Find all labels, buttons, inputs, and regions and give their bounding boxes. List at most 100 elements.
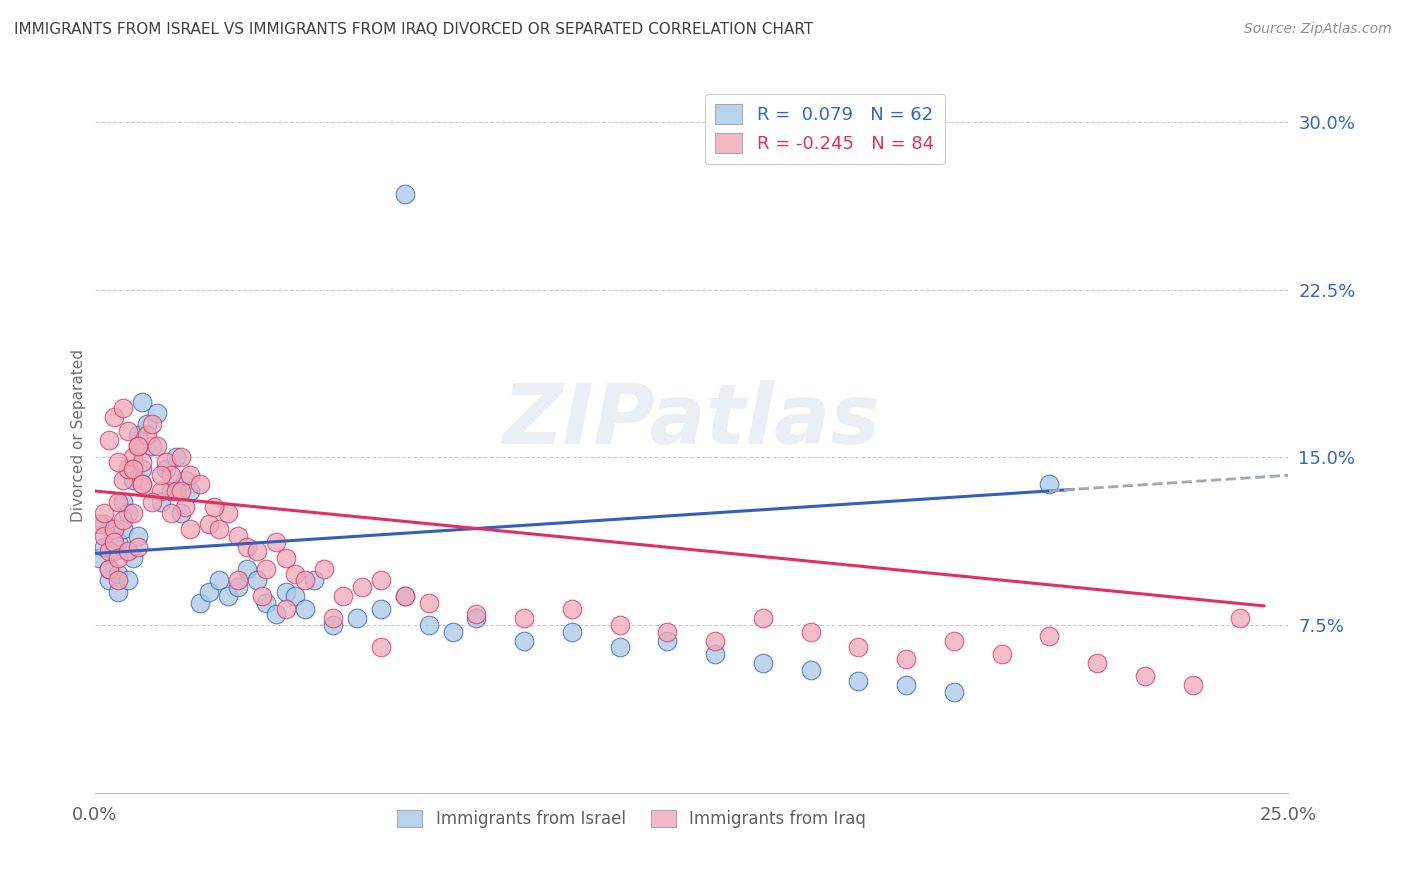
Point [160, 483, 183, 498]
Point [1229, 611, 1251, 625]
Point [1181, 678, 1204, 692]
Point [188, 596, 211, 610]
Point [264, 607, 287, 621]
Point [107, 455, 129, 469]
Point [208, 522, 231, 536]
Legend: Immigrants from Israel, Immigrants from Iraq: Immigrants from Israel, Immigrants from … [391, 803, 873, 834]
Point [274, 584, 297, 599]
Point [136, 417, 159, 431]
Point [350, 580, 373, 594]
Point [894, 678, 917, 692]
Point [112, 513, 135, 527]
Point [800, 624, 823, 639]
Point [93, 517, 115, 532]
Point [208, 574, 231, 588]
Point [160, 506, 183, 520]
Point [370, 602, 392, 616]
Point [103, 535, 125, 549]
Point [322, 618, 344, 632]
Point [657, 633, 679, 648]
Point [145, 406, 167, 420]
Point [117, 461, 139, 475]
Point [441, 624, 464, 639]
Point [107, 495, 129, 509]
Point [103, 410, 125, 425]
Point [117, 506, 139, 520]
Point [112, 401, 135, 416]
Point [1133, 669, 1156, 683]
Point [294, 574, 316, 588]
Point [250, 589, 273, 603]
Point [894, 651, 917, 665]
Point [394, 186, 416, 201]
Point [127, 528, 149, 542]
Point [103, 544, 125, 558]
Point [169, 450, 191, 465]
Point [332, 589, 354, 603]
Point [179, 468, 201, 483]
Point [609, 640, 631, 655]
Point [704, 647, 727, 661]
Point [302, 574, 325, 588]
Point [246, 544, 269, 558]
Point [274, 602, 297, 616]
Point [322, 611, 344, 625]
Point [312, 562, 335, 576]
Point [103, 528, 125, 542]
Point [121, 450, 143, 465]
Point [264, 535, 287, 549]
Point [198, 517, 221, 532]
Point [97, 562, 120, 576]
Point [217, 506, 239, 520]
Point [513, 633, 536, 648]
Point [150, 495, 173, 509]
Point [165, 450, 187, 465]
Point [418, 596, 440, 610]
Y-axis label: Divorced or Separated: Divorced or Separated [72, 349, 86, 522]
Point [97, 544, 120, 558]
Point [1038, 629, 1060, 643]
Point [657, 624, 679, 639]
Point [800, 663, 823, 677]
Text: ZIPatlas: ZIPatlas [502, 380, 880, 461]
Point [127, 439, 149, 453]
Point [131, 477, 153, 491]
Point [131, 477, 153, 491]
Point [561, 602, 583, 616]
Point [141, 439, 163, 453]
Point [370, 574, 392, 588]
Point [346, 611, 368, 625]
Point [97, 562, 120, 576]
Point [141, 495, 163, 509]
Point [284, 589, 307, 603]
Point [93, 528, 115, 542]
Point [169, 483, 191, 498]
Point [117, 424, 139, 438]
Point [97, 433, 120, 447]
Point [121, 473, 143, 487]
Point [131, 394, 153, 409]
Point [107, 551, 129, 566]
Text: Source: ZipAtlas.com: Source: ZipAtlas.com [1244, 22, 1392, 37]
Point [942, 633, 965, 648]
Point [246, 574, 269, 588]
Point [284, 566, 307, 581]
Point [165, 483, 187, 498]
Point [198, 584, 221, 599]
Point [848, 640, 870, 655]
Point [254, 596, 277, 610]
Point [150, 483, 173, 498]
Point [107, 535, 129, 549]
Point [236, 540, 259, 554]
Point [89, 517, 111, 532]
Point [89, 551, 111, 566]
Point [179, 483, 201, 498]
Point [145, 439, 167, 453]
Point [561, 624, 583, 639]
Point [141, 417, 163, 431]
Point [174, 473, 197, 487]
Point [97, 574, 120, 588]
Point [465, 611, 488, 625]
Point [226, 574, 249, 588]
Point [121, 506, 143, 520]
